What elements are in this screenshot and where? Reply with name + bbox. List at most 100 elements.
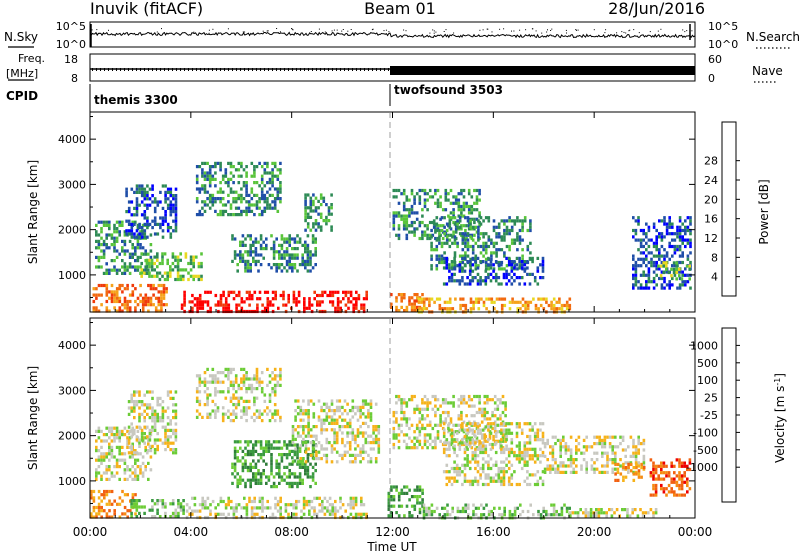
power-cell [95,265,98,269]
velocity-cell [105,455,108,459]
power-cell [541,276,545,280]
power-cell [392,217,396,221]
velocity-cell [450,428,454,432]
velocity-cell [240,377,243,381]
velocity-cell [237,503,241,507]
power-cell [149,243,153,247]
nsky-dot [405,30,407,32]
velocity-cell [341,437,344,441]
power-cell [123,303,127,307]
velocity-cell [295,503,298,507]
velocity-cell [400,488,404,492]
power-cell [658,276,661,281]
power-cell [311,237,315,241]
power-cell [475,198,479,202]
power-cell [632,264,635,268]
power-cell [639,286,643,290]
power-cell [192,261,195,266]
velocity-cell [545,513,548,517]
power-cell [439,217,442,221]
velocity-cell [232,506,236,510]
velocity-cell [431,426,435,431]
velocity-cell [250,512,254,516]
velocity-cell [335,405,339,409]
velocity-cell [489,479,493,483]
power-cell [153,200,157,204]
velocity-cell [510,450,514,455]
power-cell [505,219,509,223]
nave-dot [280,68,281,71]
power-cell [248,297,251,301]
power-cell [445,282,449,286]
velocity-cell [356,434,360,438]
power-cell [308,303,311,307]
velocity-cell [296,462,299,466]
power-cell [312,203,315,207]
velocity-cell [233,453,237,457]
velocity-cell [148,390,152,394]
velocity-cell [232,396,235,400]
velocity-cell [201,380,204,384]
velocity-cell [182,499,185,503]
velocity-cell [531,473,534,477]
velocity-cell [307,421,310,425]
velocity-cell [359,412,362,416]
power-cell [642,286,645,290]
station-title: Inuvik (fitACF) [90,0,203,18]
power-cell [121,265,124,269]
power-cell [280,234,284,238]
velocity-cell [148,444,152,448]
velocity-cell [133,416,136,420]
velocity-cell [172,451,175,455]
velocity-cell [453,444,456,448]
power-cell [360,306,363,310]
power-cell [250,197,254,201]
nsky-dot [91,29,93,31]
power-cell [232,200,235,204]
power-cell [141,299,145,304]
velocity-cell [171,499,175,503]
power-cell [520,260,524,264]
velocity-cell [164,505,167,509]
power-cell [444,198,448,202]
power-cell [495,297,499,301]
power-cell [423,233,427,237]
power-cell [658,251,661,255]
power-cell [135,200,139,204]
power-cell [310,303,314,307]
velocity-cell [219,496,223,500]
velocity-cell [338,453,342,457]
power-cell [166,197,170,201]
power-cell [293,256,297,260]
power-cell [508,300,512,304]
velocity-cell [323,496,327,500]
velocity-cell [305,499,308,504]
power-cell [214,197,217,201]
power-cell [500,260,504,265]
power-cell [539,276,542,280]
nave-dot [92,68,93,71]
power-cell [174,277,177,282]
velocity-cell [144,436,147,440]
velocity-cell [439,439,442,443]
power-cell [108,268,111,272]
velocity-cell [418,410,422,415]
power-cell [541,266,545,270]
velocity-cell [293,459,297,463]
velocity-cell [478,407,481,411]
power-cell [288,259,291,263]
velocity-cell [526,476,529,480]
power-cell [140,252,143,256]
velocity-cell [234,415,238,419]
velocity-cell [149,455,153,459]
velocity-cell [463,441,467,445]
velocity-cell [296,412,300,416]
velocity-cell [193,503,197,507]
velocity-cell [528,482,532,487]
velocity-cell [503,509,506,514]
velocity-cell [268,399,272,403]
velocity-cell [231,465,234,469]
velocity-cell [133,403,136,407]
power-cell [490,297,494,301]
velocity-cell [485,503,488,507]
